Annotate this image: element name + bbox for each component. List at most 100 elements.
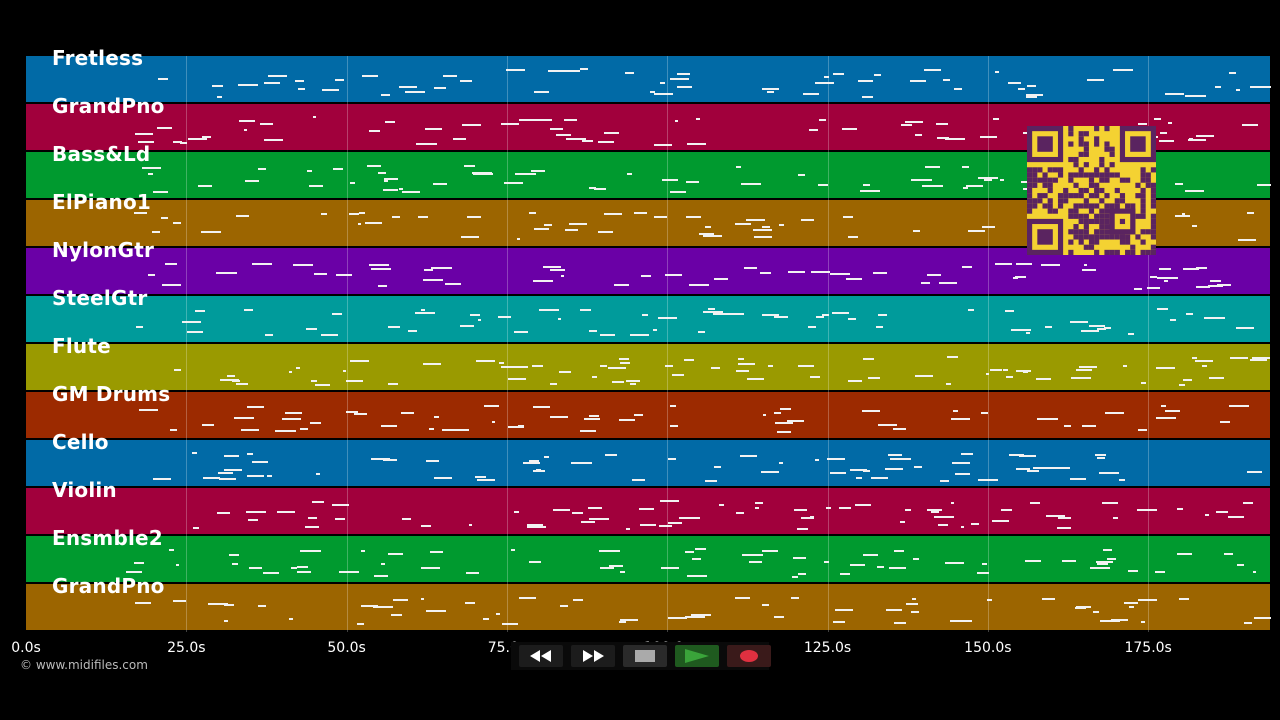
grid-line [827, 56, 829, 632]
note [346, 410, 358, 413]
note [491, 421, 496, 424]
note [216, 271, 237, 274]
note [935, 122, 948, 125]
note [1011, 328, 1031, 331]
note [889, 566, 906, 569]
note [1155, 367, 1175, 370]
note [566, 138, 587, 141]
note [362, 75, 379, 78]
note [360, 604, 378, 607]
track-lane[interactable]: Violin [26, 478, 1270, 534]
note [1112, 517, 1119, 520]
note [223, 620, 229, 623]
note [653, 143, 672, 146]
note [1175, 215, 1190, 218]
note [1249, 359, 1268, 362]
note [920, 282, 931, 285]
note [1128, 332, 1134, 335]
note [1183, 378, 1192, 381]
note [694, 548, 707, 551]
note [1027, 470, 1039, 473]
note [533, 228, 549, 231]
note [768, 364, 774, 367]
track-lane[interactable]: Flute [26, 334, 1270, 390]
stop-button[interactable] [623, 645, 667, 667]
note [1069, 321, 1088, 324]
note [827, 457, 845, 460]
track-lane[interactable]: GM Drums [26, 382, 1270, 438]
note [548, 69, 564, 72]
note [712, 313, 731, 316]
note [391, 614, 402, 617]
track-label: GrandPno [52, 574, 165, 598]
note [690, 613, 711, 616]
note [995, 263, 1012, 266]
play-icon [685, 649, 709, 663]
grid-line [506, 56, 508, 632]
note [511, 549, 516, 552]
note [1185, 94, 1206, 97]
note [1181, 213, 1186, 216]
note [442, 429, 463, 432]
note [945, 138, 965, 141]
note [683, 359, 694, 362]
note [381, 563, 386, 566]
note [1253, 570, 1257, 573]
note [1160, 131, 1167, 134]
record-icon [740, 650, 758, 662]
note [954, 88, 962, 91]
note [1081, 268, 1096, 271]
note [580, 68, 588, 71]
track-lane[interactable]: NylonGtr [26, 238, 1270, 294]
note [1097, 327, 1106, 330]
note [863, 358, 875, 361]
track-lane[interactable]: SteelGtr [26, 286, 1270, 342]
note [505, 68, 526, 71]
note [482, 617, 489, 620]
note [877, 565, 884, 568]
note [134, 561, 144, 564]
note [939, 282, 957, 285]
play-button[interactable] [675, 645, 719, 667]
note [1102, 549, 1113, 552]
note [504, 182, 523, 185]
note [985, 373, 990, 375]
note [298, 88, 305, 91]
note [311, 379, 318, 382]
note [383, 178, 398, 181]
note [995, 71, 999, 74]
fast-forward-button[interactable] [571, 645, 615, 667]
note [761, 313, 779, 316]
note [543, 265, 562, 268]
track-label: GM Drums [52, 382, 171, 406]
track-lane[interactable]: Fretless [26, 46, 1271, 102]
note [736, 369, 750, 372]
note [849, 469, 867, 472]
note [161, 283, 181, 286]
note [134, 602, 152, 605]
note [669, 190, 687, 193]
note [368, 129, 381, 132]
note [1063, 424, 1071, 427]
note [373, 575, 388, 578]
record-button[interactable] [727, 645, 771, 667]
note [982, 226, 995, 229]
note [134, 212, 148, 215]
note [533, 119, 553, 122]
note [1178, 598, 1189, 601]
note [927, 508, 943, 511]
note [336, 273, 353, 276]
note [598, 230, 613, 233]
note [599, 333, 616, 336]
note [543, 119, 550, 122]
track-lane[interactable]: GrandPno [26, 574, 1271, 630]
note [675, 119, 679, 122]
note [534, 90, 549, 93]
note [588, 507, 602, 510]
note [950, 501, 954, 504]
tick-label: 150.0s [964, 640, 1012, 656]
rewind-button[interactable] [519, 645, 563, 667]
note [1047, 467, 1063, 470]
track-lane[interactable]: Ensmble2 [26, 526, 1270, 582]
track-lane[interactable]: Cello [26, 430, 1270, 486]
